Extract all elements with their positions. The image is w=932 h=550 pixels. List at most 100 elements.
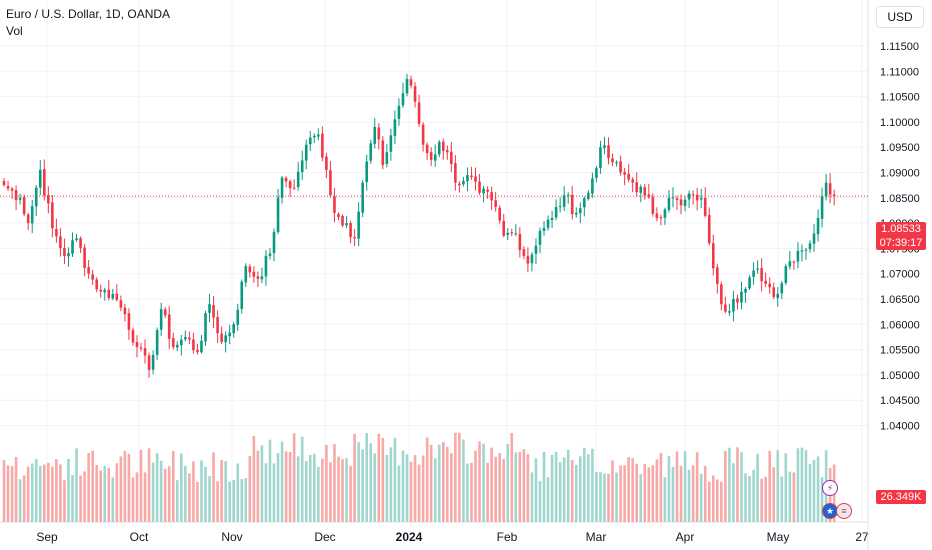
volume-bar: [365, 433, 368, 522]
volume-bar: [204, 466, 207, 522]
volume-bar: [421, 455, 425, 522]
candle-body: [828, 183, 832, 195]
volume-bar: [703, 465, 707, 522]
volume-bar: [659, 452, 663, 522]
candle-body: [506, 232, 510, 235]
candle-body: [91, 274, 94, 280]
volume-bar: [736, 447, 739, 522]
volume-tag: 26.349K: [876, 490, 926, 504]
volume-bar: [663, 477, 667, 522]
y-tick-label: 1.04500: [880, 395, 920, 407]
volume-bar: [91, 450, 94, 522]
candle-body: [566, 194, 570, 196]
candle-body: [341, 216, 344, 226]
candle-body: [385, 152, 389, 164]
candle-body: [75, 238, 78, 241]
last-price-value: 1.08533: [881, 223, 921, 235]
volume-bar: [498, 453, 501, 522]
bar-countdown: 07:39:17: [879, 237, 923, 249]
volume-bar: [574, 464, 578, 522]
candle-body: [143, 348, 147, 356]
candle-body: [228, 332, 231, 337]
volume-bar: [441, 442, 445, 522]
candle-body: [365, 161, 368, 183]
candle-body: [675, 198, 679, 201]
candle-body: [151, 354, 155, 370]
volume-bar: [514, 452, 518, 522]
candle-body: [482, 188, 485, 194]
volume-bar: [558, 462, 562, 522]
candle-body: [272, 231, 276, 254]
candle-body: [357, 211, 360, 239]
candle-body: [188, 337, 191, 340]
currency-button[interactable]: USD: [876, 6, 924, 28]
volume-bar: [647, 467, 651, 522]
candle-body: [530, 254, 534, 264]
x-tick-label: Mar: [586, 530, 607, 544]
volume-bar: [554, 452, 558, 522]
volume-bar: [450, 453, 453, 522]
volume-bar: [716, 479, 719, 522]
volume-bar: [397, 465, 401, 522]
candle-body: [51, 202, 54, 229]
candle-body: [816, 218, 820, 235]
volume-bar: [756, 453, 759, 522]
volume-indicator-label[interactable]: Vol: [6, 24, 23, 38]
volume-bar: [804, 450, 808, 522]
candle-body: [405, 78, 409, 94]
x-tick-label: Feb: [497, 530, 518, 544]
lightning-icon[interactable]: ⚡: [822, 480, 838, 496]
volume-bar: [272, 463, 276, 522]
volume-bar: [167, 466, 171, 522]
volume-bar: [79, 475, 82, 522]
symbol-title[interactable]: Euro / U.S. Dollar, 1D, OANDA: [6, 7, 171, 21]
volume-bar: [143, 472, 147, 522]
volume-bar: [808, 464, 812, 522]
candle-body: [502, 220, 506, 236]
volume-bar: [357, 442, 360, 522]
us-flag-icon[interactable]: ≡: [836, 503, 852, 519]
volume-bar: [458, 432, 461, 522]
volume-bar: [413, 455, 417, 522]
volume-bar: [260, 445, 264, 522]
volume-bar: [482, 443, 485, 522]
volume-bar: [115, 463, 119, 522]
volume-bar: [542, 451, 546, 522]
candle-body: [14, 190, 18, 201]
volume-bar: [792, 472, 796, 522]
y-tick-label: 1.04000: [880, 421, 920, 433]
candle-body: [655, 213, 659, 219]
candle-body: [429, 152, 433, 160]
volume-bar: [95, 465, 98, 522]
volume-bar: [550, 454, 554, 522]
volume-bar: [462, 439, 465, 522]
candle-body: [304, 144, 308, 161]
volume-bar: [446, 446, 449, 522]
candle-body: [196, 349, 199, 353]
volume-bar: [345, 458, 348, 522]
volume-bar: [679, 465, 683, 522]
x-tick-label: Oct: [130, 530, 149, 544]
volume-bar: [401, 450, 405, 522]
volume-bar: [10, 466, 14, 522]
candle-body: [824, 182, 828, 197]
candle-body: [643, 187, 647, 196]
volume-bar: [26, 466, 30, 522]
volume-bar: [711, 475, 715, 522]
volume-bar: [252, 435, 256, 522]
candle-body: [308, 137, 312, 145]
candle-body: [413, 86, 417, 102]
candle-body: [728, 311, 731, 313]
candle-body: [623, 172, 626, 175]
volume-bar: [562, 457, 566, 522]
volume-bar: [433, 458, 437, 522]
volume-bar: [510, 432, 514, 522]
candle-body: [788, 261, 792, 267]
volume-bar: [760, 478, 763, 522]
y-tick-label: 1.06000: [880, 319, 920, 331]
volume-bar: [780, 476, 784, 522]
candle-body: [736, 298, 739, 303]
candle-body: [163, 309, 167, 316]
candle-body: [313, 135, 316, 138]
